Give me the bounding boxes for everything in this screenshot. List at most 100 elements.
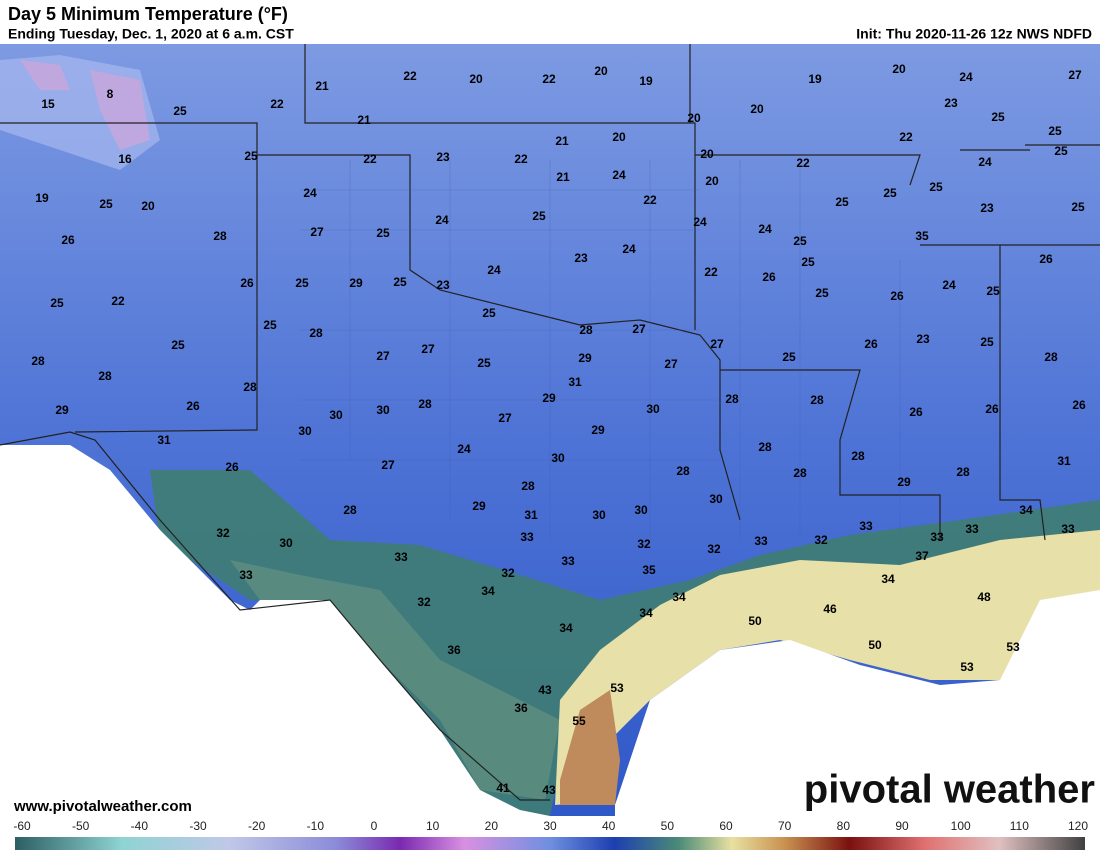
temperature-label: 27 — [1068, 68, 1082, 82]
colorbar-tick-label: 90 — [895, 819, 909, 833]
temperature-label: 22 — [899, 130, 913, 144]
temperature-label: 25 — [1054, 144, 1068, 158]
temperature-label: 22 — [643, 193, 657, 207]
mild-area — [230, 560, 560, 800]
temperature-label: 23 — [436, 278, 450, 292]
temperature-label: 25 — [782, 350, 796, 364]
temperature-label: 30 — [551, 451, 565, 465]
temperature-label: 33 — [930, 530, 944, 544]
temperature-label: 23 — [916, 332, 930, 346]
colorbar-tick-label: 0 — [371, 819, 378, 833]
temperature-label: 20 — [469, 72, 483, 86]
temperature-label: 29 — [897, 475, 911, 489]
temperature-label: 55 — [572, 714, 586, 728]
temperature-label: 21 — [556, 170, 570, 184]
temperature-label: 15 — [41, 97, 55, 111]
temperature-label: 20 — [700, 147, 714, 161]
temperature-label: 25 — [263, 318, 277, 332]
colorbar — [15, 837, 1085, 850]
temperature-label: 23 — [436, 150, 450, 164]
temperature-label: 24 — [959, 70, 973, 84]
temperature-label: 36 — [447, 643, 461, 657]
colorbar-tick-label: 40 — [602, 819, 616, 833]
temperature-label: 23 — [980, 201, 994, 215]
temperature-label: 26 — [225, 460, 239, 474]
colorbar-tick-label: -30 — [189, 819, 207, 833]
colorbar-tick-label: -50 — [72, 819, 90, 833]
temperature-label: 25 — [171, 338, 185, 352]
temperature-label: 20 — [141, 199, 155, 213]
temperature-label: 34 — [639, 606, 653, 620]
temperature-label: 20 — [705, 174, 719, 188]
temperature-label: 28 — [1044, 350, 1058, 364]
border — [0, 431, 550, 801]
colorbar-tick-label: 70 — [778, 819, 792, 833]
temperature-label: 20 — [687, 111, 701, 125]
temperature-label: 27 — [310, 225, 324, 239]
temperature-label: 25 — [793, 234, 807, 248]
temperature-label: 32 — [216, 526, 230, 540]
temperature-label: 26 — [909, 405, 923, 419]
temperature-label: 33 — [239, 568, 253, 582]
temperature-label: 28 — [98, 369, 112, 383]
temperature-label: 24 — [457, 442, 471, 456]
county-lines — [300, 160, 901, 540]
temperature-label: 33 — [859, 519, 873, 533]
temperature-label: 24 — [612, 168, 626, 182]
mexico — [0, 445, 550, 816]
colorbar-tick-label: 60 — [719, 819, 733, 833]
colorbar-ticks: -60 -50 -40 -30 -20 -10 0 10 20 30 40 50 60 70 80 90 100… — [13, 819, 1088, 833]
temperature-label: 25 — [50, 296, 64, 310]
colorbar-tick-label: 50 — [661, 819, 675, 833]
colorbar-tick-label: 10 — [426, 819, 440, 833]
temperature-label: 30 — [646, 402, 660, 416]
temperature-label: 43 — [538, 683, 552, 697]
temperature-label: 20 — [750, 102, 764, 116]
colorbar-tick-label: -20 — [248, 819, 266, 833]
temperature-label: 23 — [574, 251, 588, 265]
temperature-label: 29 — [55, 403, 69, 417]
temperature-label: 35 — [642, 563, 656, 577]
temperature-label: 21 — [315, 79, 329, 93]
subtitle: Ending Tuesday, Dec. 1, 2020 at 6 a.m. C… — [8, 26, 294, 42]
temperature-label: 23 — [944, 96, 958, 110]
temperature-label: 27 — [381, 458, 395, 472]
temperature-label: 28 — [579, 323, 593, 337]
init-time: Init: Thu 2020-11-26 12z NWS NDFD — [856, 26, 1092, 42]
temperature-label: 22 — [270, 97, 284, 111]
temperature-label: 41 — [496, 781, 510, 795]
temperature-label: 22 — [111, 294, 125, 308]
colorbar-tick-label: -60 — [13, 819, 31, 833]
temperature-label: 24 — [303, 186, 317, 200]
temperature-label: 32 — [501, 566, 515, 580]
temperature-label: 28 — [793, 466, 807, 480]
temperature-label: 20 — [892, 62, 906, 76]
temperature-label: 28 — [31, 354, 45, 368]
temperature-label: 26 — [762, 270, 776, 284]
temperature-label: 26 — [864, 337, 878, 351]
temperature-label: 32 — [637, 537, 651, 551]
temperature-label: 30 — [709, 492, 723, 506]
temperature-label: 21 — [555, 134, 569, 148]
temperature-label: 28 — [343, 503, 357, 517]
temperature-label: 48 — [977, 590, 991, 604]
temperature-label: 24 — [622, 242, 636, 256]
temperature-label: 27 — [710, 337, 724, 351]
temperature-label: 8 — [107, 87, 114, 101]
temperature-label: 25 — [173, 104, 187, 118]
temperature-label: 25 — [295, 276, 309, 290]
temperature-label: 25 — [991, 110, 1005, 124]
temperature-label: 24 — [435, 213, 449, 227]
temperature-label: 30 — [329, 408, 343, 422]
temperature-label: 27 — [632, 322, 646, 336]
temperature-label: 25 — [980, 335, 994, 349]
temperature-label: 22 — [514, 152, 528, 166]
temperature-label: 28 — [243, 380, 257, 394]
temperature-label: 28 — [213, 229, 227, 243]
colorbar-tick-label: 100 — [951, 819, 971, 833]
colorbar-tick-label: 110 — [1010, 819, 1029, 833]
temperature-label: 31 — [524, 508, 538, 522]
temperature-label: 28 — [956, 465, 970, 479]
colorbar-tick-label: -40 — [131, 819, 149, 833]
